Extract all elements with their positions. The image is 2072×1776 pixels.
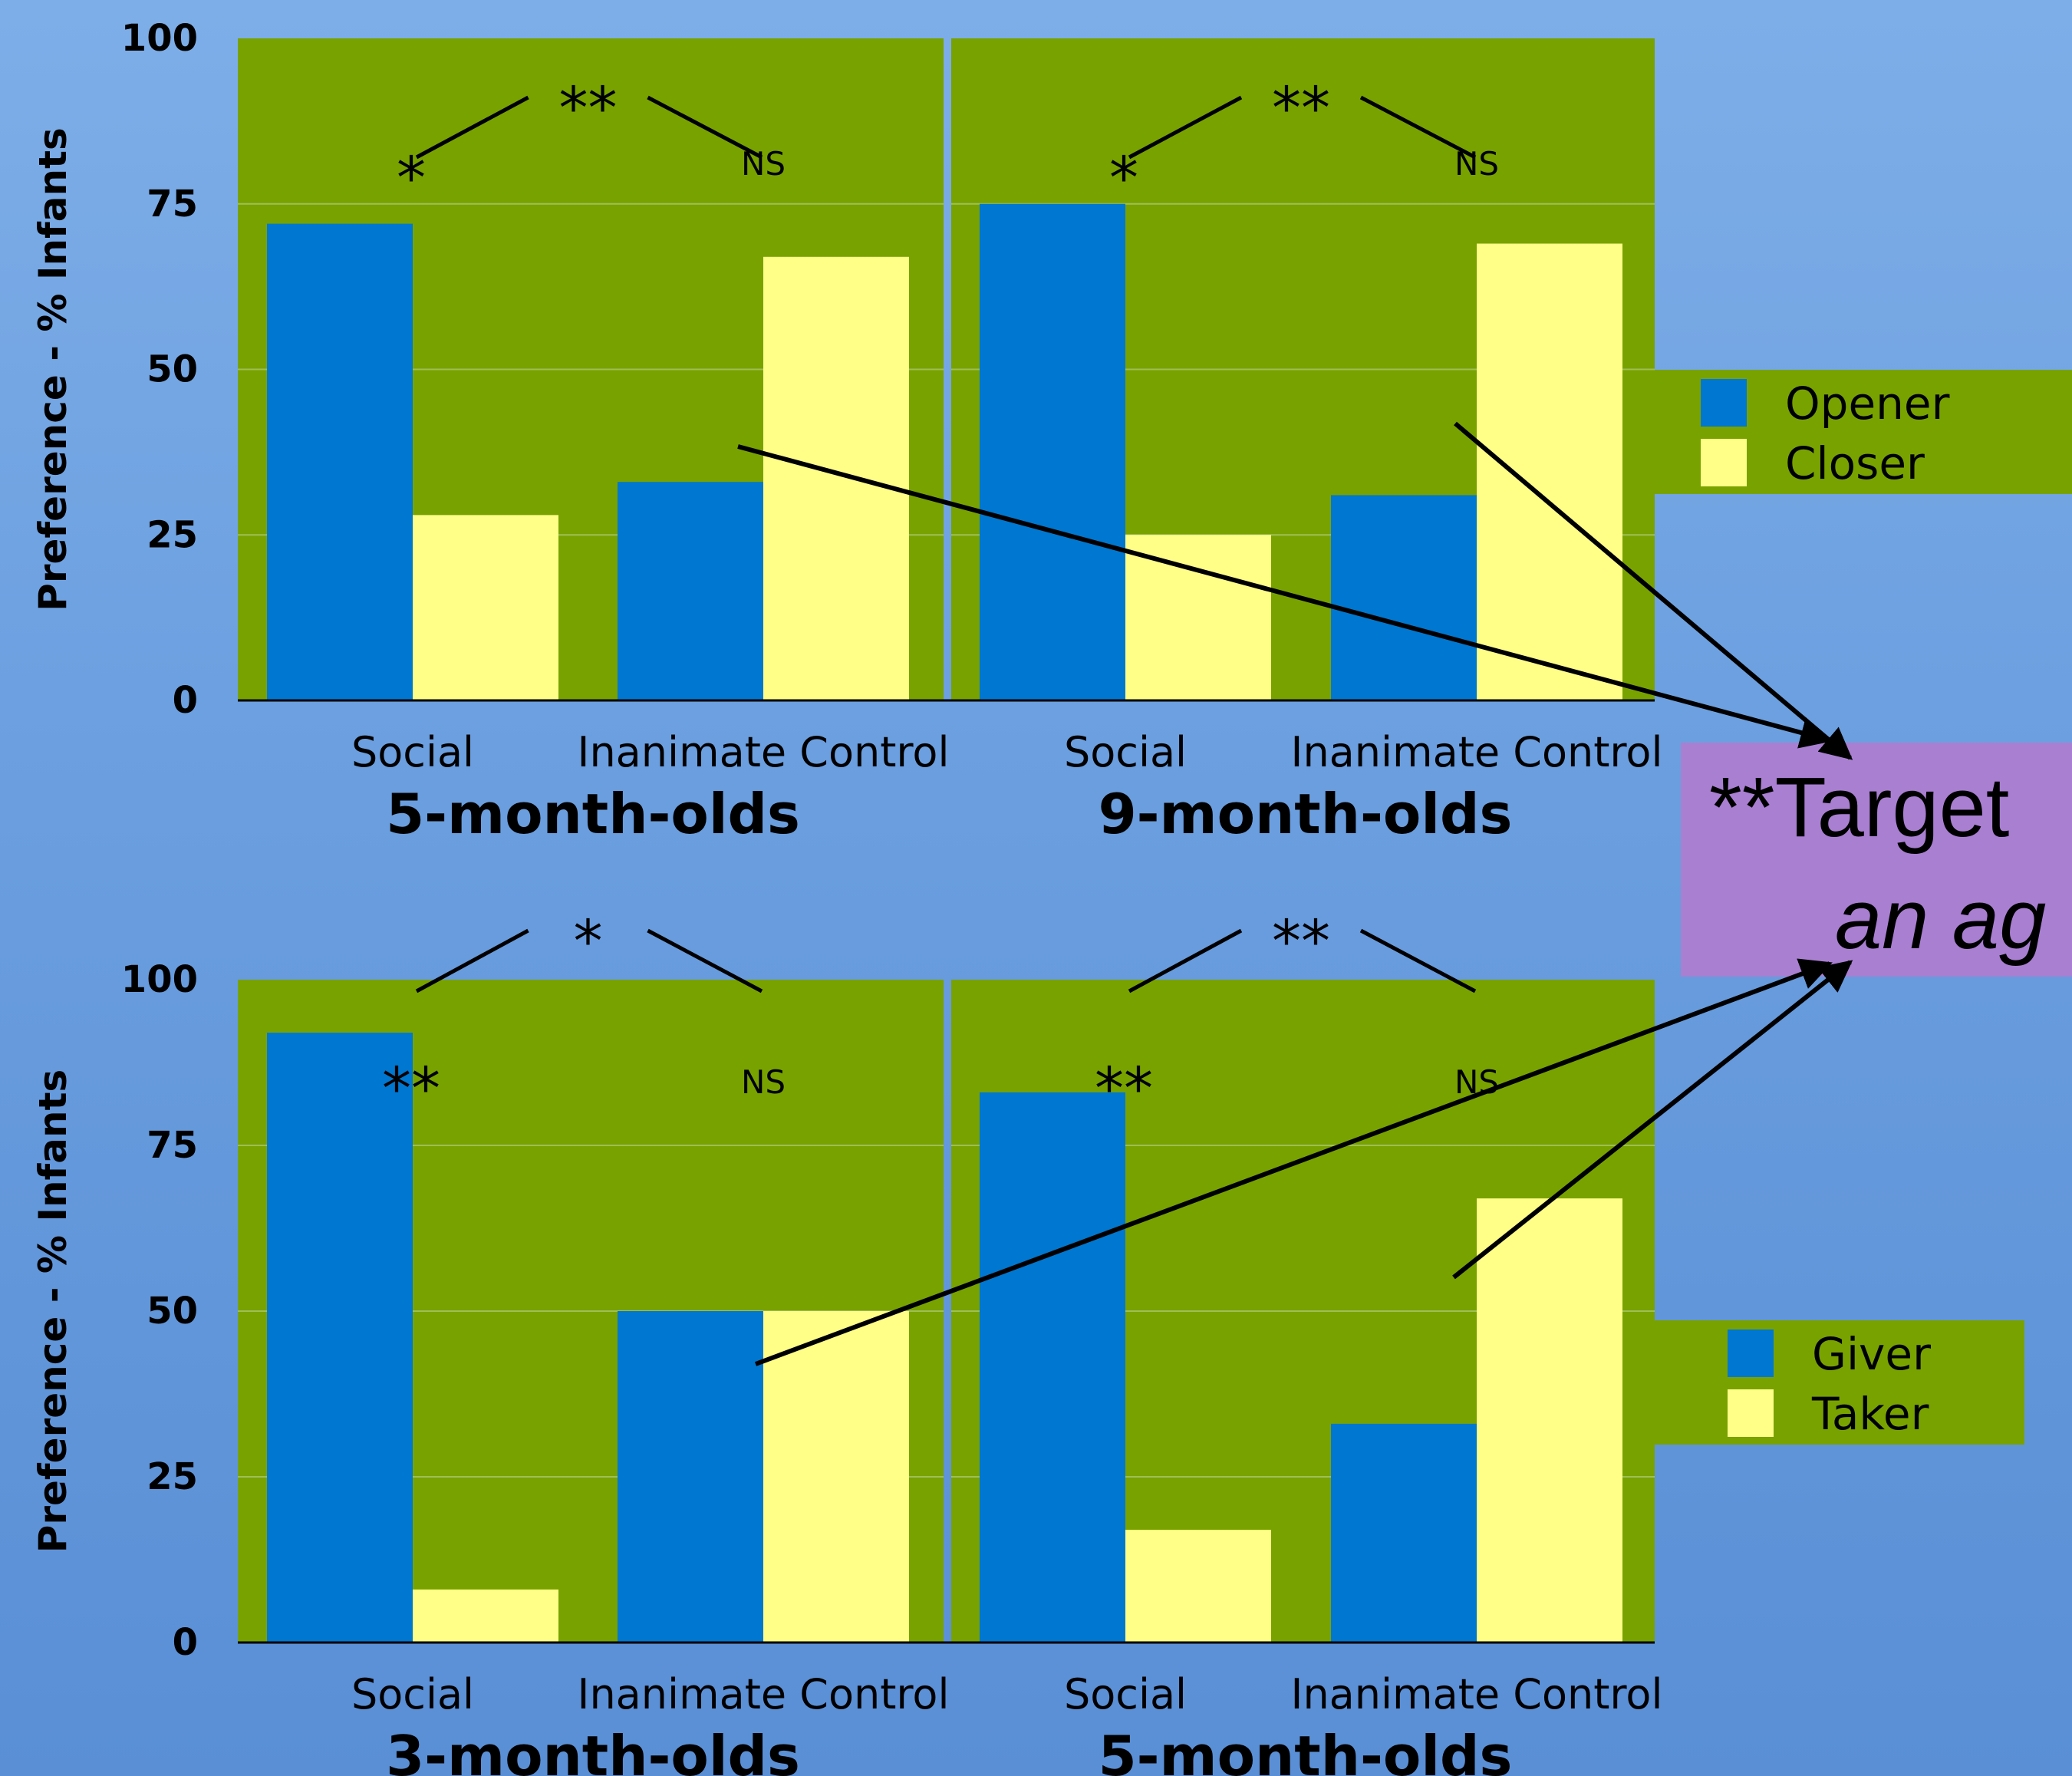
comparison-bracket-right xyxy=(647,928,763,993)
bar-giver-social xyxy=(267,1033,413,1643)
bar-closer-social xyxy=(413,515,558,700)
y-tick-label: 100 xyxy=(121,958,198,1001)
x-tick-label: Social xyxy=(1064,1670,1187,1718)
y-tick-label: 0 xyxy=(173,679,198,722)
comparison-significance: ** xyxy=(1272,907,1330,975)
legend-swatch xyxy=(1701,379,1747,427)
legend-label: Taker xyxy=(1811,1388,1929,1440)
comparison-bracket-left xyxy=(415,928,529,993)
significance-marker: ** xyxy=(382,1054,440,1122)
y-axis-label: Preference - % Infants xyxy=(31,1069,75,1554)
legend-label: Closer xyxy=(1785,437,1925,489)
bar-closer-social xyxy=(1125,535,1271,700)
y-tick-label: 100 xyxy=(121,17,198,60)
target-note-line2: an ag xyxy=(1835,872,2046,967)
y-tick-label: 0 xyxy=(173,1621,198,1664)
bar-taker-social xyxy=(413,1589,558,1643)
chart-row-2: Preference - % Infants0255075100Social**… xyxy=(31,907,1662,1776)
target-note: **Target an ag xyxy=(1681,743,2072,977)
bar-taker-inanimate-control xyxy=(763,1311,909,1643)
comparison-bracket-left xyxy=(1128,928,1243,993)
bar-giver-social xyxy=(980,1092,1125,1643)
target-note-box xyxy=(1681,743,2072,977)
x-tick-label: Social xyxy=(1064,728,1187,776)
legend-swatch xyxy=(1701,439,1747,486)
bar-taker-inanimate-control xyxy=(1477,1198,1622,1643)
arrow-3 xyxy=(754,958,1833,1366)
comparison-bracket-right xyxy=(647,95,763,160)
x-tick-label: Social xyxy=(351,728,474,776)
y-tick-label: 75 xyxy=(147,183,198,226)
legend-swatch xyxy=(1728,1330,1774,1377)
panel-title: 5-month-olds xyxy=(386,782,800,846)
bar-taker-social xyxy=(1125,1530,1271,1643)
x-tick-label: Inanimate Control xyxy=(578,728,950,776)
arrows xyxy=(737,421,1853,1366)
comparison-bracket-right xyxy=(1359,95,1477,160)
comparison-significance: ** xyxy=(559,74,618,142)
legend-box xyxy=(1655,1320,2024,1445)
x-tick-label: Social xyxy=(351,1670,474,1718)
bar-opener-social xyxy=(267,223,413,700)
panel-title: 3-month-olds xyxy=(386,1724,800,1776)
bar-opener-social xyxy=(980,203,1125,700)
comparison-significance: ** xyxy=(1272,74,1330,142)
bar-giver-inanimate-control xyxy=(618,1311,763,1643)
comparison-bracket-right xyxy=(1359,928,1477,993)
panel-title: 5-month-olds xyxy=(1099,1724,1513,1776)
arrow-1 xyxy=(737,444,1833,749)
chart-row-1: Preference - % Infants0255075100Social*I… xyxy=(31,17,1662,846)
comparison-significance: * xyxy=(574,907,603,975)
y-axis-label: Preference - % Infants xyxy=(31,127,75,611)
y-tick-label: 25 xyxy=(147,1455,198,1498)
y-tick-label: 75 xyxy=(147,1124,198,1167)
panel-title: 9-month-olds xyxy=(1099,782,1513,846)
y-tick-label: 50 xyxy=(147,348,198,391)
x-tick-label: Inanimate Control xyxy=(578,1670,950,1718)
bar-opener-inanimate-control xyxy=(618,482,763,700)
target-note-line1: **Target xyxy=(1709,760,2009,855)
legend-swatch xyxy=(1728,1389,1774,1437)
legend-2: Giver Taker xyxy=(1655,1320,2024,1445)
x-tick-label: Inanimate Control xyxy=(1291,1670,1663,1718)
significance-marker: NS xyxy=(741,1063,786,1101)
bar-opener-inanimate-control xyxy=(1331,495,1477,700)
chart-panel-4: Social**Inanimate ControlNS**5-month-old… xyxy=(951,907,1662,1776)
legend-1: Opener Closer xyxy=(1655,370,2072,494)
comparison-bracket-left xyxy=(415,95,529,160)
y-tick-label: 25 xyxy=(147,513,198,556)
x-tick-label: Inanimate Control xyxy=(1291,728,1663,776)
bar-closer-inanimate-control xyxy=(1477,243,1622,700)
bar-giver-inanimate-control xyxy=(1331,1423,1477,1643)
chart-panel-3: Social ** Inanimate Control NS * 3-month-olds xyxy=(238,907,949,1776)
bar-closer-inanimate-control xyxy=(763,256,909,700)
arrow-4 xyxy=(1452,960,1853,1280)
legend-label: Giver xyxy=(1812,1328,1931,1380)
legend-label: Opener xyxy=(1785,377,1950,430)
y-tick-label: 50 xyxy=(147,1290,198,1333)
comparison-bracket-left xyxy=(1128,95,1243,160)
significance-marker: ** xyxy=(1095,1054,1153,1122)
arrow-2 xyxy=(1454,421,1853,760)
